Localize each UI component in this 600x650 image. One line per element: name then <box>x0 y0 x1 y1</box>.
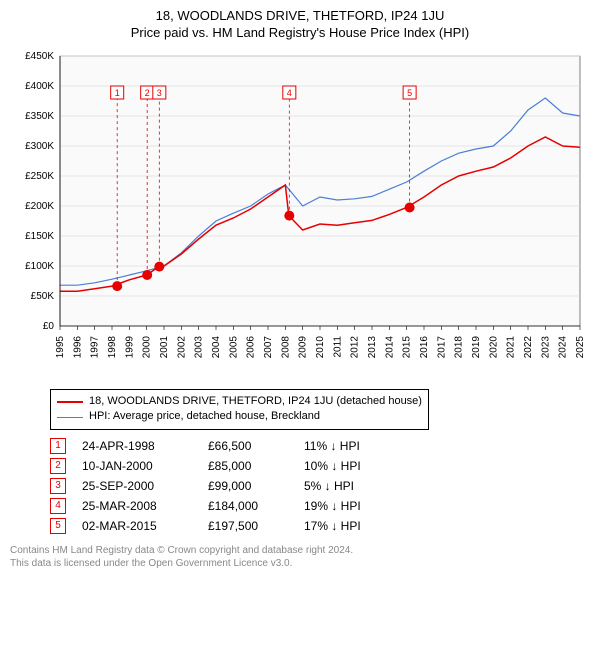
svg-text:2: 2 <box>145 88 150 98</box>
legend-row: HPI: Average price, detached house, Brec… <box>57 409 422 424</box>
legend-swatch <box>57 401 83 403</box>
svg-text:2019: 2019 <box>471 336 482 359</box>
transaction-row: 2 10-JAN-2000 £85,000 10% ↓ HPI <box>50 456 590 476</box>
svg-text:2007: 2007 <box>263 336 274 359</box>
svg-text:1995: 1995 <box>55 336 66 359</box>
svg-text:£100K: £100K <box>25 261 54 272</box>
svg-text:2008: 2008 <box>280 336 291 359</box>
chart-area: £0 £50K £100K £150K £200K £250K £300K £350K £400… <box>10 46 590 381</box>
svg-text:2015: 2015 <box>402 336 413 359</box>
svg-text:2020: 2020 <box>488 336 499 359</box>
svg-text:2022: 2022 <box>523 336 534 359</box>
svg-text:£250K: £250K <box>25 171 54 182</box>
transaction-date: 24-APR-1998 <box>82 439 192 453</box>
chart-titles: 18, WOODLANDS DRIVE, THETFORD, IP24 1JU … <box>10 8 590 46</box>
transaction-diff: 11% ↓ HPI <box>304 439 394 453</box>
transaction-price: £66,500 <box>208 439 288 453</box>
legend-box: 18, WOODLANDS DRIVE, THETFORD, IP24 1JU … <box>50 389 429 430</box>
transaction-marker: 4 <box>50 498 66 514</box>
transaction-marker: 2 <box>50 458 66 474</box>
transaction-diff: 19% ↓ HPI <box>304 499 394 513</box>
transaction-marker: 1 <box>50 438 66 454</box>
footer-line1: Contains HM Land Registry data © Crown c… <box>10 544 590 557</box>
svg-text:1999: 1999 <box>124 336 135 359</box>
svg-text:2002: 2002 <box>176 336 187 359</box>
svg-text:2018: 2018 <box>454 336 465 359</box>
svg-text:2012: 2012 <box>350 336 361 359</box>
transaction-row: 1 24-APR-1998 £66,500 11% ↓ HPI <box>50 436 590 456</box>
transaction-price: £85,000 <box>208 459 288 473</box>
transaction-row: 3 25-SEP-2000 £99,000 5% ↓ HPI <box>50 476 590 496</box>
svg-text:2001: 2001 <box>159 336 170 359</box>
transaction-row: 4 25-MAR-2008 £184,000 19% ↓ HPI <box>50 496 590 516</box>
svg-text:£150K: £150K <box>25 231 54 242</box>
transaction-date: 25-MAR-2008 <box>82 499 192 513</box>
svg-text:2000: 2000 <box>142 336 153 359</box>
footer-line2: This data is licensed under the Open Gov… <box>10 557 590 570</box>
svg-text:2006: 2006 <box>246 336 257 359</box>
transaction-diff: 5% ↓ HPI <box>304 479 394 493</box>
svg-text:£450K: £450K <box>25 51 54 62</box>
svg-text:2004: 2004 <box>211 336 222 359</box>
svg-text:4: 4 <box>287 88 292 98</box>
svg-text:£350K: £350K <box>25 111 54 122</box>
transaction-date: 25-SEP-2000 <box>82 479 192 493</box>
transaction-date: 02-MAR-2015 <box>82 519 192 533</box>
svg-text:£50K: £50K <box>31 291 55 302</box>
svg-text:£0: £0 <box>43 321 55 332</box>
svg-text:£300K: £300K <box>25 141 54 152</box>
svg-text:3: 3 <box>157 88 162 98</box>
legend-label: HPI: Average price, detached house, Brec… <box>89 409 320 424</box>
title-subtitle: Price paid vs. HM Land Registry's House … <box>10 25 590 40</box>
svg-text:2014: 2014 <box>384 336 395 359</box>
svg-text:2023: 2023 <box>540 336 551 359</box>
svg-text:1997: 1997 <box>90 336 101 359</box>
svg-text:2009: 2009 <box>298 336 309 359</box>
svg-text:1998: 1998 <box>107 336 118 359</box>
svg-text:1996: 1996 <box>72 336 83 359</box>
transaction-price: £184,000 <box>208 499 288 513</box>
footer-attribution: Contains HM Land Registry data © Crown c… <box>10 544 590 570</box>
legend-row: 18, WOODLANDS DRIVE, THETFORD, IP24 1JU … <box>57 394 422 409</box>
svg-text:2011: 2011 <box>332 336 343 358</box>
svg-text:1: 1 <box>115 88 120 98</box>
svg-text:2025: 2025 <box>575 336 586 359</box>
transaction-diff: 10% ↓ HPI <box>304 459 394 473</box>
transaction-price: £197,500 <box>208 519 288 533</box>
transaction-row: 5 02-MAR-2015 £197,500 17% ↓ HPI <box>50 516 590 536</box>
legend-swatch <box>57 417 83 418</box>
legend-label: 18, WOODLANDS DRIVE, THETFORD, IP24 1JU … <box>89 394 422 409</box>
svg-text:2013: 2013 <box>367 336 378 359</box>
transaction-date: 10-JAN-2000 <box>82 459 192 473</box>
svg-text:2003: 2003 <box>194 336 205 359</box>
title-address: 18, WOODLANDS DRIVE, THETFORD, IP24 1JU <box>10 8 590 23</box>
svg-text:5: 5 <box>407 88 412 98</box>
transactions-table: 1 24-APR-1998 £66,500 11% ↓ HPI 2 10-JAN-2000… <box>50 436 590 536</box>
transaction-marker: 5 <box>50 518 66 534</box>
price-chart: £0 £50K £100K £150K £200K £250K £300K £350K £400… <box>10 46 590 376</box>
transaction-price: £99,000 <box>208 479 288 493</box>
svg-text:2010: 2010 <box>315 336 326 359</box>
svg-text:2021: 2021 <box>506 336 517 359</box>
svg-text:2005: 2005 <box>228 336 239 359</box>
svg-text:2017: 2017 <box>436 336 447 359</box>
transaction-diff: 17% ↓ HPI <box>304 519 394 533</box>
svg-text:£400K: £400K <box>25 81 54 92</box>
svg-text:2024: 2024 <box>558 336 569 359</box>
transaction-marker: 3 <box>50 478 66 494</box>
svg-text:£200K: £200K <box>25 201 54 212</box>
svg-text:2016: 2016 <box>419 336 430 359</box>
